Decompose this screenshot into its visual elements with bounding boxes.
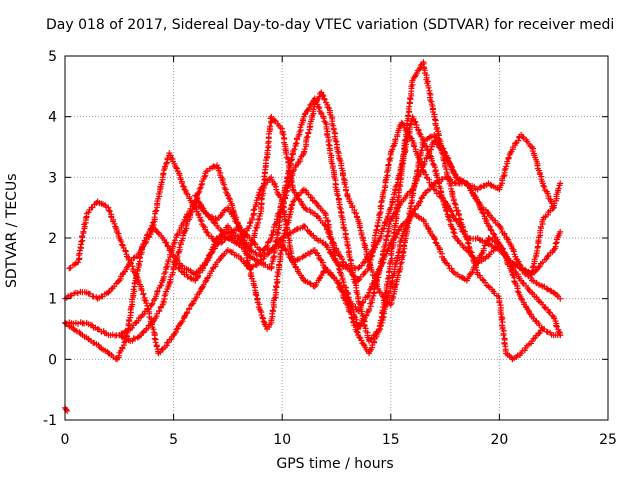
x-tick-label: 25: [599, 432, 617, 448]
y-tick-label: -1: [43, 413, 57, 429]
data-point-markers: [116, 95, 564, 345]
data-point-markers: [62, 404, 71, 414]
data-point-markers: [192, 174, 564, 314]
x-tick-label: 0: [61, 432, 70, 448]
data-point-markers: [66, 89, 557, 357]
y-tick-label: 2: [48, 231, 57, 247]
y-tick-label: 5: [48, 49, 57, 65]
series-track-f: [170, 59, 546, 363]
x-axis-label: GPS time / hours: [276, 456, 394, 472]
y-tick-label: 0: [48, 352, 57, 368]
series-track-c: [66, 89, 557, 357]
series-track-e: [116, 95, 564, 345]
x-tick-label: 5: [169, 432, 178, 448]
series-track-g: [192, 174, 564, 314]
series-outlier: [62, 404, 71, 414]
data-point-markers: [170, 59, 546, 363]
x-tick-label: 20: [490, 432, 508, 448]
x-tick-label: 15: [382, 432, 400, 448]
data-points: [62, 59, 564, 414]
y-tick-label: 1: [48, 292, 57, 308]
chart-title: Day 018 of 2017, Sidereal Day-to-day VTE…: [46, 17, 615, 33]
x-tick-label: 10: [273, 432, 291, 448]
y-tick-label: 3: [48, 170, 57, 186]
y-tick-label: 4: [48, 110, 57, 126]
